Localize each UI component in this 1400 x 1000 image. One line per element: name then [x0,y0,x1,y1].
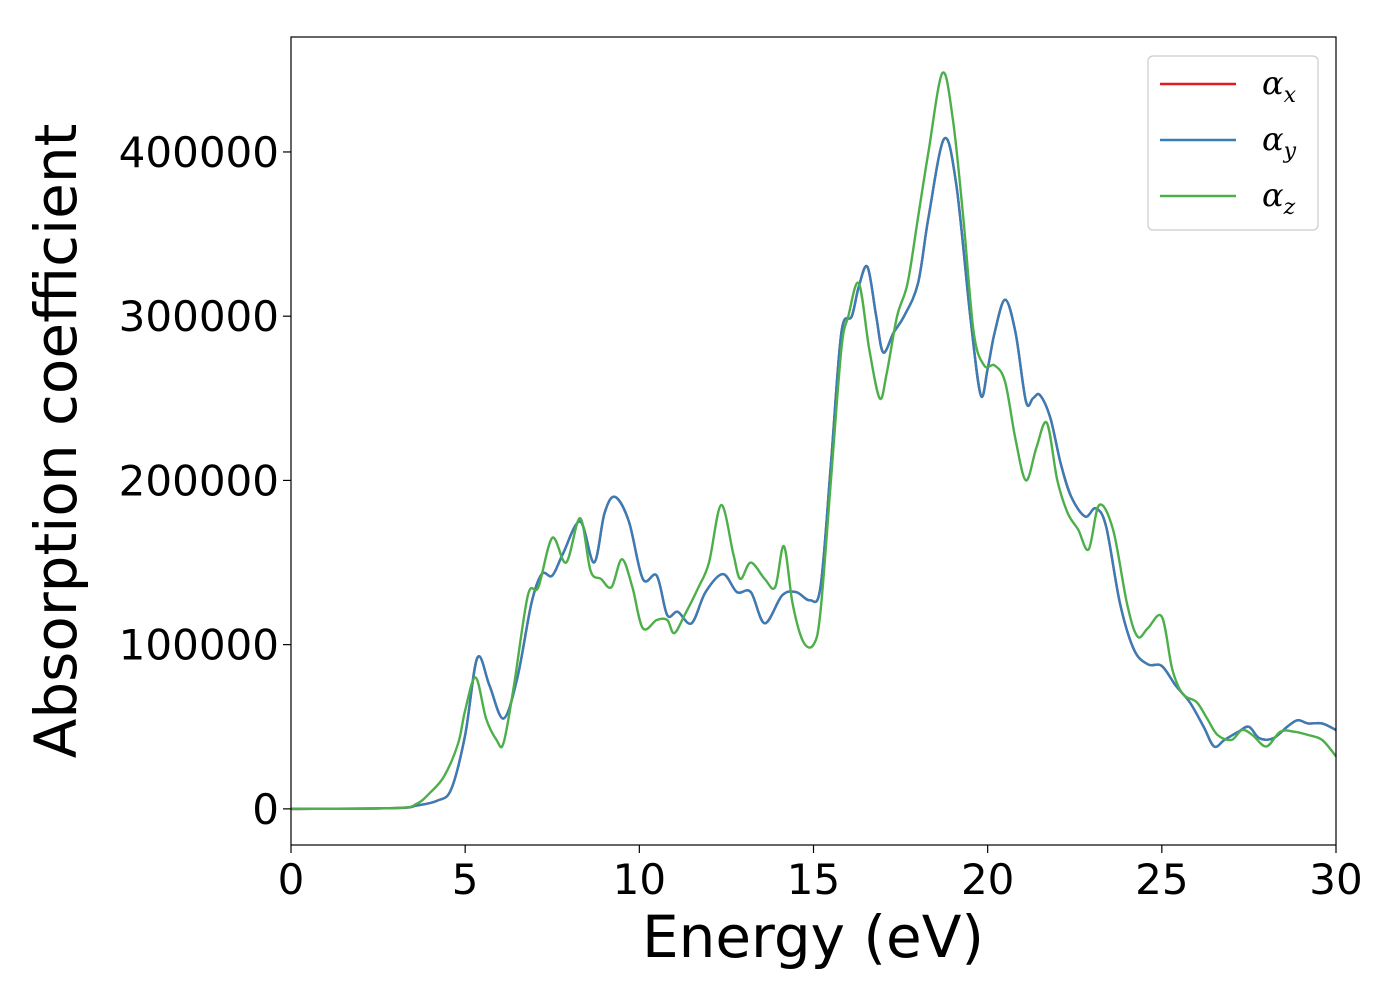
series-line-alpha-x [290,136,1337,811]
legend-label-alpha-y: αy [1262,120,1297,164]
x-tick-label: 25 [1135,855,1188,904]
series-line-alpha-z [290,71,1337,811]
legend-label-alpha-x: αx [1262,64,1297,108]
y-axis-title: Absorption coefficient [22,124,90,759]
legend-box [1147,55,1319,231]
x-axis: 0 5 10 15 20 25 30 [278,845,1363,904]
y-axis: 0 100000 200000 300000 400000 [119,128,291,834]
x-tick-label: 15 [787,855,840,904]
y-tick-label: 200000 [119,456,279,505]
series-lines-layer [290,71,1337,811]
y-tick-label: 300000 [119,292,279,341]
y-tick-label: 100000 [119,621,279,670]
y-tick-label: 400000 [119,128,279,177]
x-tick-label: 0 [278,855,305,904]
series-line-alpha-y [290,136,1337,811]
y-tick-label: 0 [252,785,279,834]
x-axis-title: Energy (eV) [642,903,984,971]
x-tick-label: 10 [613,855,666,904]
x-tick-label: 30 [1309,855,1362,904]
x-tick-label: 5 [452,855,479,904]
x-tick-label: 20 [961,855,1014,904]
